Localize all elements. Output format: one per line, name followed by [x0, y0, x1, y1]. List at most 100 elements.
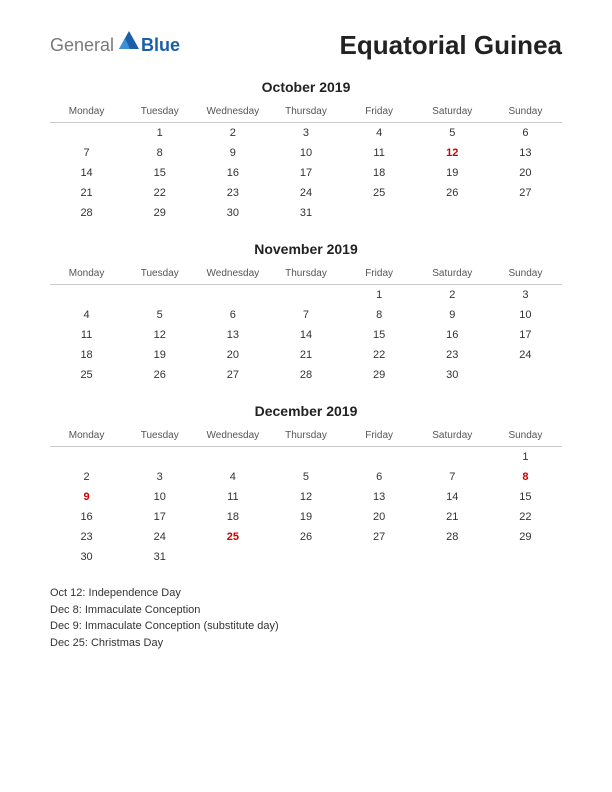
- calendar-cell: 11: [50, 325, 123, 345]
- calendar-cell: 31: [269, 203, 342, 223]
- calendar-cell: 9: [196, 143, 269, 163]
- holiday-line: Dec 9: Immaculate Conception (substitute…: [50, 618, 562, 635]
- calendar-cell: 9: [50, 487, 123, 507]
- calendar-cell: 19: [416, 163, 489, 183]
- calendar-cell: 2: [196, 123, 269, 144]
- calendar-cell: 3: [489, 285, 562, 306]
- calendar-cell: 11: [343, 143, 416, 163]
- calendar-cell: 1: [123, 123, 196, 144]
- calendar-cell: 14: [416, 487, 489, 507]
- calendar-cell: [269, 447, 342, 468]
- day-header: Tuesday: [123, 425, 196, 447]
- calendar-row: 45678910: [50, 305, 562, 325]
- calendar-cell: 20: [196, 345, 269, 365]
- calendar-cell: 29: [123, 203, 196, 223]
- calendar-cell: 13: [196, 325, 269, 345]
- calendar-row: 21222324252627: [50, 183, 562, 203]
- calendar-cell: 4: [50, 305, 123, 325]
- calendar-cell: 10: [123, 487, 196, 507]
- month-title: December 2019: [50, 403, 562, 419]
- calendar-cell: 15: [489, 487, 562, 507]
- calendar-cell: [343, 547, 416, 567]
- day-header: Tuesday: [123, 101, 196, 123]
- calendar-cell: [50, 447, 123, 468]
- holiday-line: Dec 8: Immaculate Conception: [50, 602, 562, 619]
- holiday-line: Dec 25: Christmas Day: [50, 635, 562, 652]
- calendar-cell: [196, 285, 269, 306]
- calendar-cell: [489, 365, 562, 385]
- calendar-cell: 14: [50, 163, 123, 183]
- day-header: Friday: [343, 101, 416, 123]
- months-container: October 2019MondayTuesdayWednesdayThursd…: [50, 79, 562, 567]
- calendar-cell: [196, 547, 269, 567]
- day-header: Thursday: [269, 101, 342, 123]
- calendar-cell: [343, 447, 416, 468]
- calendar-row: 14151617181920: [50, 163, 562, 183]
- calendar-cell: 12: [269, 487, 342, 507]
- calendar-cell: 5: [416, 123, 489, 144]
- day-header: Saturday: [416, 101, 489, 123]
- calendar-cell: 31: [123, 547, 196, 567]
- day-header: Wednesday: [196, 263, 269, 285]
- calendar-row: 252627282930: [50, 365, 562, 385]
- calendar-cell: 28: [50, 203, 123, 223]
- calendar-row: 78910111213: [50, 143, 562, 163]
- calendar-cell: 19: [269, 507, 342, 527]
- calendar-cell: 6: [196, 305, 269, 325]
- calendar-cell: [489, 547, 562, 567]
- calendar-cell: 8: [343, 305, 416, 325]
- calendar-cell: 27: [489, 183, 562, 203]
- calendar-row: 9101112131415: [50, 487, 562, 507]
- calendar-cell: [123, 285, 196, 306]
- calendar-cell: 26: [269, 527, 342, 547]
- calendar-cell: 28: [269, 365, 342, 385]
- calendar-cell: [343, 203, 416, 223]
- month-block: November 2019MondayTuesdayWednesdayThurs…: [50, 241, 562, 385]
- calendar-cell: 16: [196, 163, 269, 183]
- calendar-cell: 12: [123, 325, 196, 345]
- calendar-row: 16171819202122: [50, 507, 562, 527]
- month-title: November 2019: [50, 241, 562, 257]
- calendar-cell: 23: [50, 527, 123, 547]
- calendar-row: 123456: [50, 123, 562, 144]
- calendar-cell: 16: [50, 507, 123, 527]
- calendar-cell: 25: [50, 365, 123, 385]
- calendar-cell: 19: [123, 345, 196, 365]
- calendar-row: 23242526272829: [50, 527, 562, 547]
- day-header: Monday: [50, 101, 123, 123]
- calendar-cell: 16: [416, 325, 489, 345]
- day-header: Monday: [50, 263, 123, 285]
- calendar-cell: 26: [416, 183, 489, 203]
- calendar-cell: 5: [123, 305, 196, 325]
- calendar-cell: 5: [269, 467, 342, 487]
- calendar-cell: 21: [269, 345, 342, 365]
- calendar-cell: 10: [489, 305, 562, 325]
- calendar-cell: 7: [50, 143, 123, 163]
- calendar-cell: 24: [123, 527, 196, 547]
- calendar-row: 18192021222324: [50, 345, 562, 365]
- calendar-cell: 8: [123, 143, 196, 163]
- day-header: Sunday: [489, 263, 562, 285]
- calendar-cell: 1: [343, 285, 416, 306]
- calendar-cell: 18: [343, 163, 416, 183]
- calendar-cell: 30: [416, 365, 489, 385]
- calendar-row: 1: [50, 447, 562, 468]
- calendar-cell: 30: [196, 203, 269, 223]
- calendar-cell: 15: [343, 325, 416, 345]
- day-header: Friday: [343, 263, 416, 285]
- calendar-cell: 3: [123, 467, 196, 487]
- day-header: Wednesday: [196, 101, 269, 123]
- page-title: Equatorial Guinea: [340, 30, 563, 61]
- day-header: Friday: [343, 425, 416, 447]
- day-header: Sunday: [489, 425, 562, 447]
- calendar-cell: 11: [196, 487, 269, 507]
- calendar-cell: 22: [343, 345, 416, 365]
- calendar-cell: 4: [196, 467, 269, 487]
- calendar-cell: 21: [416, 507, 489, 527]
- calendar-cell: 3: [269, 123, 342, 144]
- calendar-cell: [123, 447, 196, 468]
- calendar-cell: 10: [269, 143, 342, 163]
- calendar-table: MondayTuesdayWednesdayThursdayFridaySatu…: [50, 425, 562, 567]
- month-title: October 2019: [50, 79, 562, 95]
- calendar-cell: 2: [416, 285, 489, 306]
